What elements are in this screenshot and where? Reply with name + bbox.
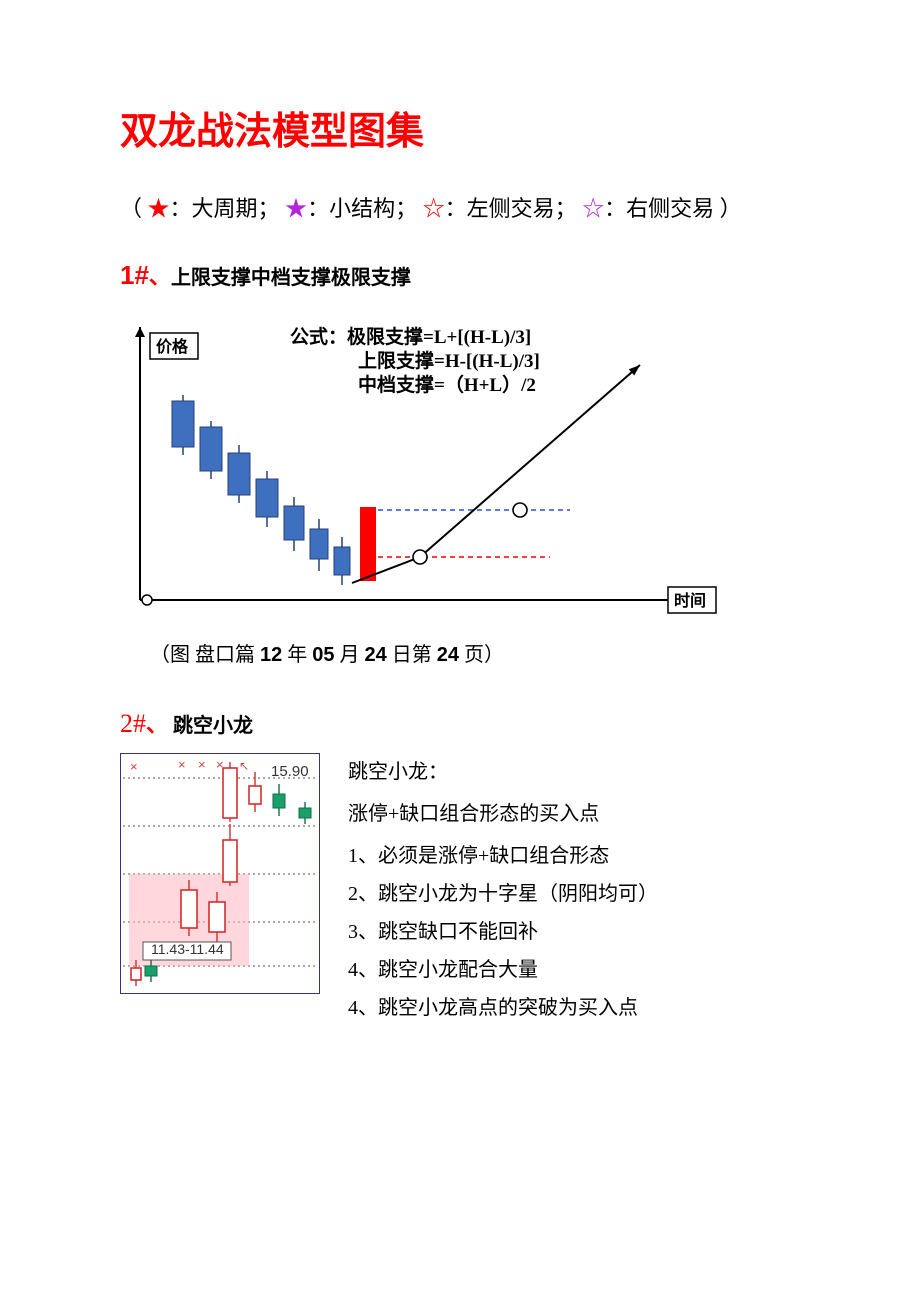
star-icon: ★	[285, 196, 307, 221]
diagram1-svg: 价格时间 公式：极限支撑=L+[(H-L)/3]上限支撑=H-[(H-L)/3]中…	[120, 305, 730, 630]
diagram1-caption: （图 盘口篇 12 年 05 月 24 日第 24 页）	[150, 638, 810, 667]
section2-bullet: 4、跳空小龙配合大量	[348, 951, 810, 989]
section2-number: 2#	[120, 709, 146, 738]
close-paren: ）	[720, 196, 742, 221]
section2-subtitle: 跳空小龙：	[348, 753, 810, 791]
section1-number: 1#	[120, 260, 149, 290]
star-icon: ★	[148, 196, 170, 221]
caption-part: 12	[260, 644, 282, 666]
caption-part: 05	[312, 644, 334, 666]
svg-text:公式：极限支撑=L+[(H-L)/3]: 公式：极限支撑=L+[(H-L)/3]	[290, 325, 531, 348]
section2-chart: × × × × ↖ 15.90 11.43-11.44	[120, 753, 320, 994]
caption-part: 年	[282, 644, 312, 666]
page-title: 双龙战法模型图集	[120, 100, 810, 155]
legend-label: ：小结构；	[307, 196, 417, 221]
caption-part: 日第	[387, 644, 437, 666]
section2-chart-svg: × × × × ↖ 15.90 11.43-11.44	[121, 754, 319, 988]
section1-heading: 1#、上限支撑中档支撑极限支撑	[120, 259, 810, 291]
section2-sep: 、	[146, 712, 168, 737]
legend-item: ★：大周期；	[148, 196, 280, 221]
section2-bullet: 3、跳空缺口不能回补	[348, 913, 810, 951]
section2-body: × × × × ↖ 15.90 11.43-11.44 跳空小龙： 涨停+缺口组合形态的买入…	[120, 753, 810, 1027]
svg-text:11.43-11.44: 11.43-11.44	[151, 941, 224, 957]
legend-label: ：右侧交易	[604, 196, 714, 221]
section1-title: 上限支撑中档支撑极限支撑	[171, 267, 411, 289]
section2-bullet: 1、必须是涨停+缺口组合形态	[348, 837, 810, 875]
legend-item: ☆：左侧交易；	[423, 196, 577, 221]
legend-item: ☆：右侧交易	[582, 196, 714, 221]
svg-text:15.90: 15.90	[271, 763, 309, 780]
star-outline-icon: ☆	[423, 196, 445, 221]
svg-text:时间: 时间	[674, 591, 706, 610]
legend-item: ★：小结构；	[285, 196, 417, 221]
legend-label: ：大周期；	[170, 196, 280, 221]
diagram1: 价格时间 公式：极限支撑=L+[(H-L)/3]上限支撑=H-[(H-L)/3]中…	[120, 305, 730, 630]
section2-bullet: 4、跳空小龙高点的突破为买入点	[348, 989, 810, 1027]
section2-bullet: 2、跳空小龙为十字星（阴阳均可）	[348, 875, 810, 913]
open-paren: （	[120, 196, 142, 221]
svg-text:价格: 价格	[156, 337, 189, 356]
section2-subtitle2: 涨停+缺口组合形态的买入点	[348, 795, 810, 833]
section2-heading: 2#、 跳空小龙	[120, 707, 810, 739]
svg-text:×: ×	[178, 757, 186, 772]
svg-text:×: ×	[198, 757, 206, 772]
legend-label: ：左侧交易；	[445, 196, 577, 221]
svg-text:×: ×	[216, 757, 224, 772]
caption-part: 月	[335, 644, 365, 666]
section1-sep: 、	[149, 264, 171, 289]
section2-text: 跳空小龙： 涨停+缺口组合形态的买入点 1、必须是涨停+缺口组合形态 2、跳空小…	[348, 753, 810, 1027]
svg-text:上限支撑=H-[(H-L)/3]: 上限支撑=H-[(H-L)/3]	[358, 349, 540, 372]
caption-prefix: （图 盘口篇	[150, 644, 260, 666]
svg-text:↖: ↖	[239, 759, 249, 773]
svg-text:×: ×	[130, 759, 138, 774]
caption-part: 24	[437, 644, 459, 666]
section2-title: 跳空小龙	[168, 715, 253, 737]
star-outline-icon: ☆	[582, 196, 604, 221]
legend-line: （ ★：大周期； ★：小结构； ☆：左侧交易； ☆：右侧交易 ）	[120, 191, 810, 223]
document-page: 双龙战法模型图集 （ ★：大周期； ★：小结构； ☆：左侧交易； ☆：右侧交易 …	[0, 0, 920, 1302]
caption-part: 页）	[459, 644, 504, 666]
caption-part: 24	[365, 644, 387, 666]
svg-text:中档支撑=（H+L）/2: 中档支撑=（H+L）/2	[358, 373, 536, 396]
